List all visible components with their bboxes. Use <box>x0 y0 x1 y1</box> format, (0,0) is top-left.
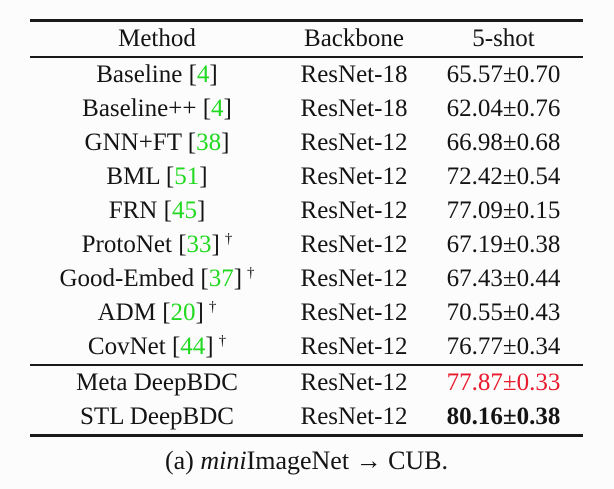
backbone-cell: ResNet-12 <box>300 403 408 430</box>
citation-number: 4 <box>196 61 210 88</box>
score-cell: 72.42±0.54 <box>446 163 561 190</box>
citation-bracket: [ <box>196 95 212 122</box>
column-header-backbone: Backbone <box>304 25 404 52</box>
score-cell: 77.09±0.15 <box>446 197 561 224</box>
citation-number: 45 <box>171 197 197 224</box>
backbone-cell: ResNet-12 <box>300 265 408 292</box>
method-name: Good-Embed <box>59 265 195 292</box>
backbone-cell: ResNet-12 <box>300 231 408 258</box>
citation-bracket: [ <box>157 197 172 224</box>
table-row: CovNet [44] † ResNet-12 76.77±0.34 <box>30 330 583 365</box>
citation-number: 51 <box>174 163 200 190</box>
table-row: Meta DeepBDC ResNet-12 77.87±0.33 <box>30 365 583 400</box>
citation-bracket: [ <box>155 299 171 326</box>
citation-bracket: ] <box>233 265 243 292</box>
score-cell: 76.77±0.34 <box>446 333 561 360</box>
caption-rest: ImageNet → CUB. <box>246 446 449 475</box>
dagger-mark: † <box>208 298 217 315</box>
citation-number: 38 <box>196 129 222 156</box>
citation-number: 4 <box>211 95 224 122</box>
table-row: ADM [20] † ResNet-12 70.55±0.43 <box>30 296 583 330</box>
score-cell: 77.87±0.33 <box>446 369 561 396</box>
method-name: FRN <box>108 197 158 224</box>
table-header: Method Backbone 5-shot <box>30 20 583 57</box>
method-name: BML <box>106 163 160 190</box>
citation-bracket: [ <box>165 333 181 360</box>
table-row: Good-Embed [37] † ResNet-12 67.43±0.44 <box>30 262 583 296</box>
caption-italic-mini: mini <box>200 446 247 475</box>
score-cell: 65.57±0.70 <box>446 61 561 88</box>
citation-bracket: ] <box>195 299 204 326</box>
method-name: ADM <box>97 299 156 326</box>
backbone-cell: ResNet-12 <box>300 333 408 360</box>
method-cell: Good-Embed [37] † <box>30 262 284 296</box>
citation-bracket: [ <box>182 61 197 88</box>
citation-bracket: ] <box>196 197 206 224</box>
citation-bracket: ] <box>205 333 214 360</box>
score-cell: 70.55±0.43 <box>446 299 561 326</box>
score-cell: 80.16±0.38 <box>446 403 561 430</box>
table-row: STL DeepBDC ResNet-12 80.16±0.38 <box>30 400 583 436</box>
table-row: GNN+FT [38] ResNet-12 66.98±0.68 <box>30 126 583 160</box>
method-cell: Meta DeepBDC <box>30 365 284 400</box>
method-cell: GNN+FT [38] <box>30 126 284 160</box>
results-table: Method Backbone 5-shot Baseline [4] ResN… <box>30 19 583 437</box>
backbone-cell: ResNet-12 <box>300 163 408 190</box>
table-row: ProtoNet [33] † ResNet-12 67.19±0.38 <box>30 228 583 262</box>
method-cell: BML [51] <box>30 160 284 194</box>
citation-bracket: [ <box>181 129 197 156</box>
dagger-mark: † <box>224 230 233 247</box>
citation-bracket: ] <box>223 95 232 122</box>
citation-number: 20 <box>170 299 196 326</box>
table-row: Baseline [4] ResNet-18 65.57±0.70 <box>30 57 583 92</box>
method-cell: Baseline++ [4] <box>30 92 284 126</box>
citation-bracket: [ <box>159 163 175 190</box>
dagger-mark: † <box>218 332 227 349</box>
backbone-cell: ResNet-12 <box>300 299 408 326</box>
table-row: BML [51] ResNet-12 72.42±0.54 <box>30 160 583 194</box>
method-name: Baseline++ <box>82 95 197 122</box>
method-cell: Baseline [4] <box>30 57 284 92</box>
column-header-5shot: 5-shot <box>472 25 535 52</box>
citation-bracket: ] <box>199 163 208 190</box>
citation-bracket: ] <box>209 61 218 88</box>
score-cell: 62.04±0.76 <box>446 95 561 122</box>
caption-prefix: (a) <box>164 446 201 475</box>
backbone-cell: ResNet-12 <box>300 369 408 396</box>
backbone-cell: ResNet-18 <box>300 61 408 88</box>
method-cell: ProtoNet [33] † <box>30 228 284 262</box>
method-name: Meta DeepBDC <box>76 369 238 396</box>
method-name: GNN+FT <box>84 129 182 156</box>
method-cell: STL DeepBDC <box>30 400 284 436</box>
citation-bracket: ] <box>221 129 230 156</box>
table-caption: (a) miniImageNet → CUB. <box>30 443 583 479</box>
method-name: STL DeepBDC <box>80 403 234 430</box>
citation-bracket: ] <box>211 231 220 258</box>
citation-number: 44 <box>180 333 206 360</box>
citation-number: 33 <box>186 231 212 258</box>
method-cell: FRN [45] <box>30 194 284 228</box>
citation-bracket: [ <box>194 265 209 292</box>
score-cell: 67.43±0.44 <box>446 265 561 292</box>
method-cell: ADM [20] † <box>30 296 284 330</box>
backbone-cell: ResNet-18 <box>300 95 408 122</box>
score-cell: 66.98±0.68 <box>446 129 561 156</box>
header-row: Method Backbone 5-shot <box>30 20 583 57</box>
backbone-cell: ResNet-12 <box>300 197 408 224</box>
score-cell: 67.19±0.38 <box>446 231 561 258</box>
citation-number: 37 <box>208 265 234 292</box>
method-name: ProtoNet <box>81 231 172 258</box>
method-name: Baseline <box>96 61 183 88</box>
table-row: Baseline++ [4] ResNet-18 62.04±0.76 <box>30 92 583 126</box>
method-cell: CovNet [44] † <box>30 330 284 365</box>
table-row: FRN [45] ResNet-12 77.09±0.15 <box>30 194 583 228</box>
table-body-prior-methods: Baseline [4] ResNet-18 65.57±0.70 Baseli… <box>30 57 583 365</box>
method-name: CovNet <box>87 333 166 360</box>
citation-bracket: [ <box>171 231 187 258</box>
backbone-cell: ResNet-12 <box>300 129 408 156</box>
column-header-method: Method <box>118 25 196 52</box>
table-body-our-methods: Meta DeepBDC ResNet-12 77.87±0.33 STL De… <box>30 365 583 436</box>
dagger-mark: † <box>247 264 255 281</box>
